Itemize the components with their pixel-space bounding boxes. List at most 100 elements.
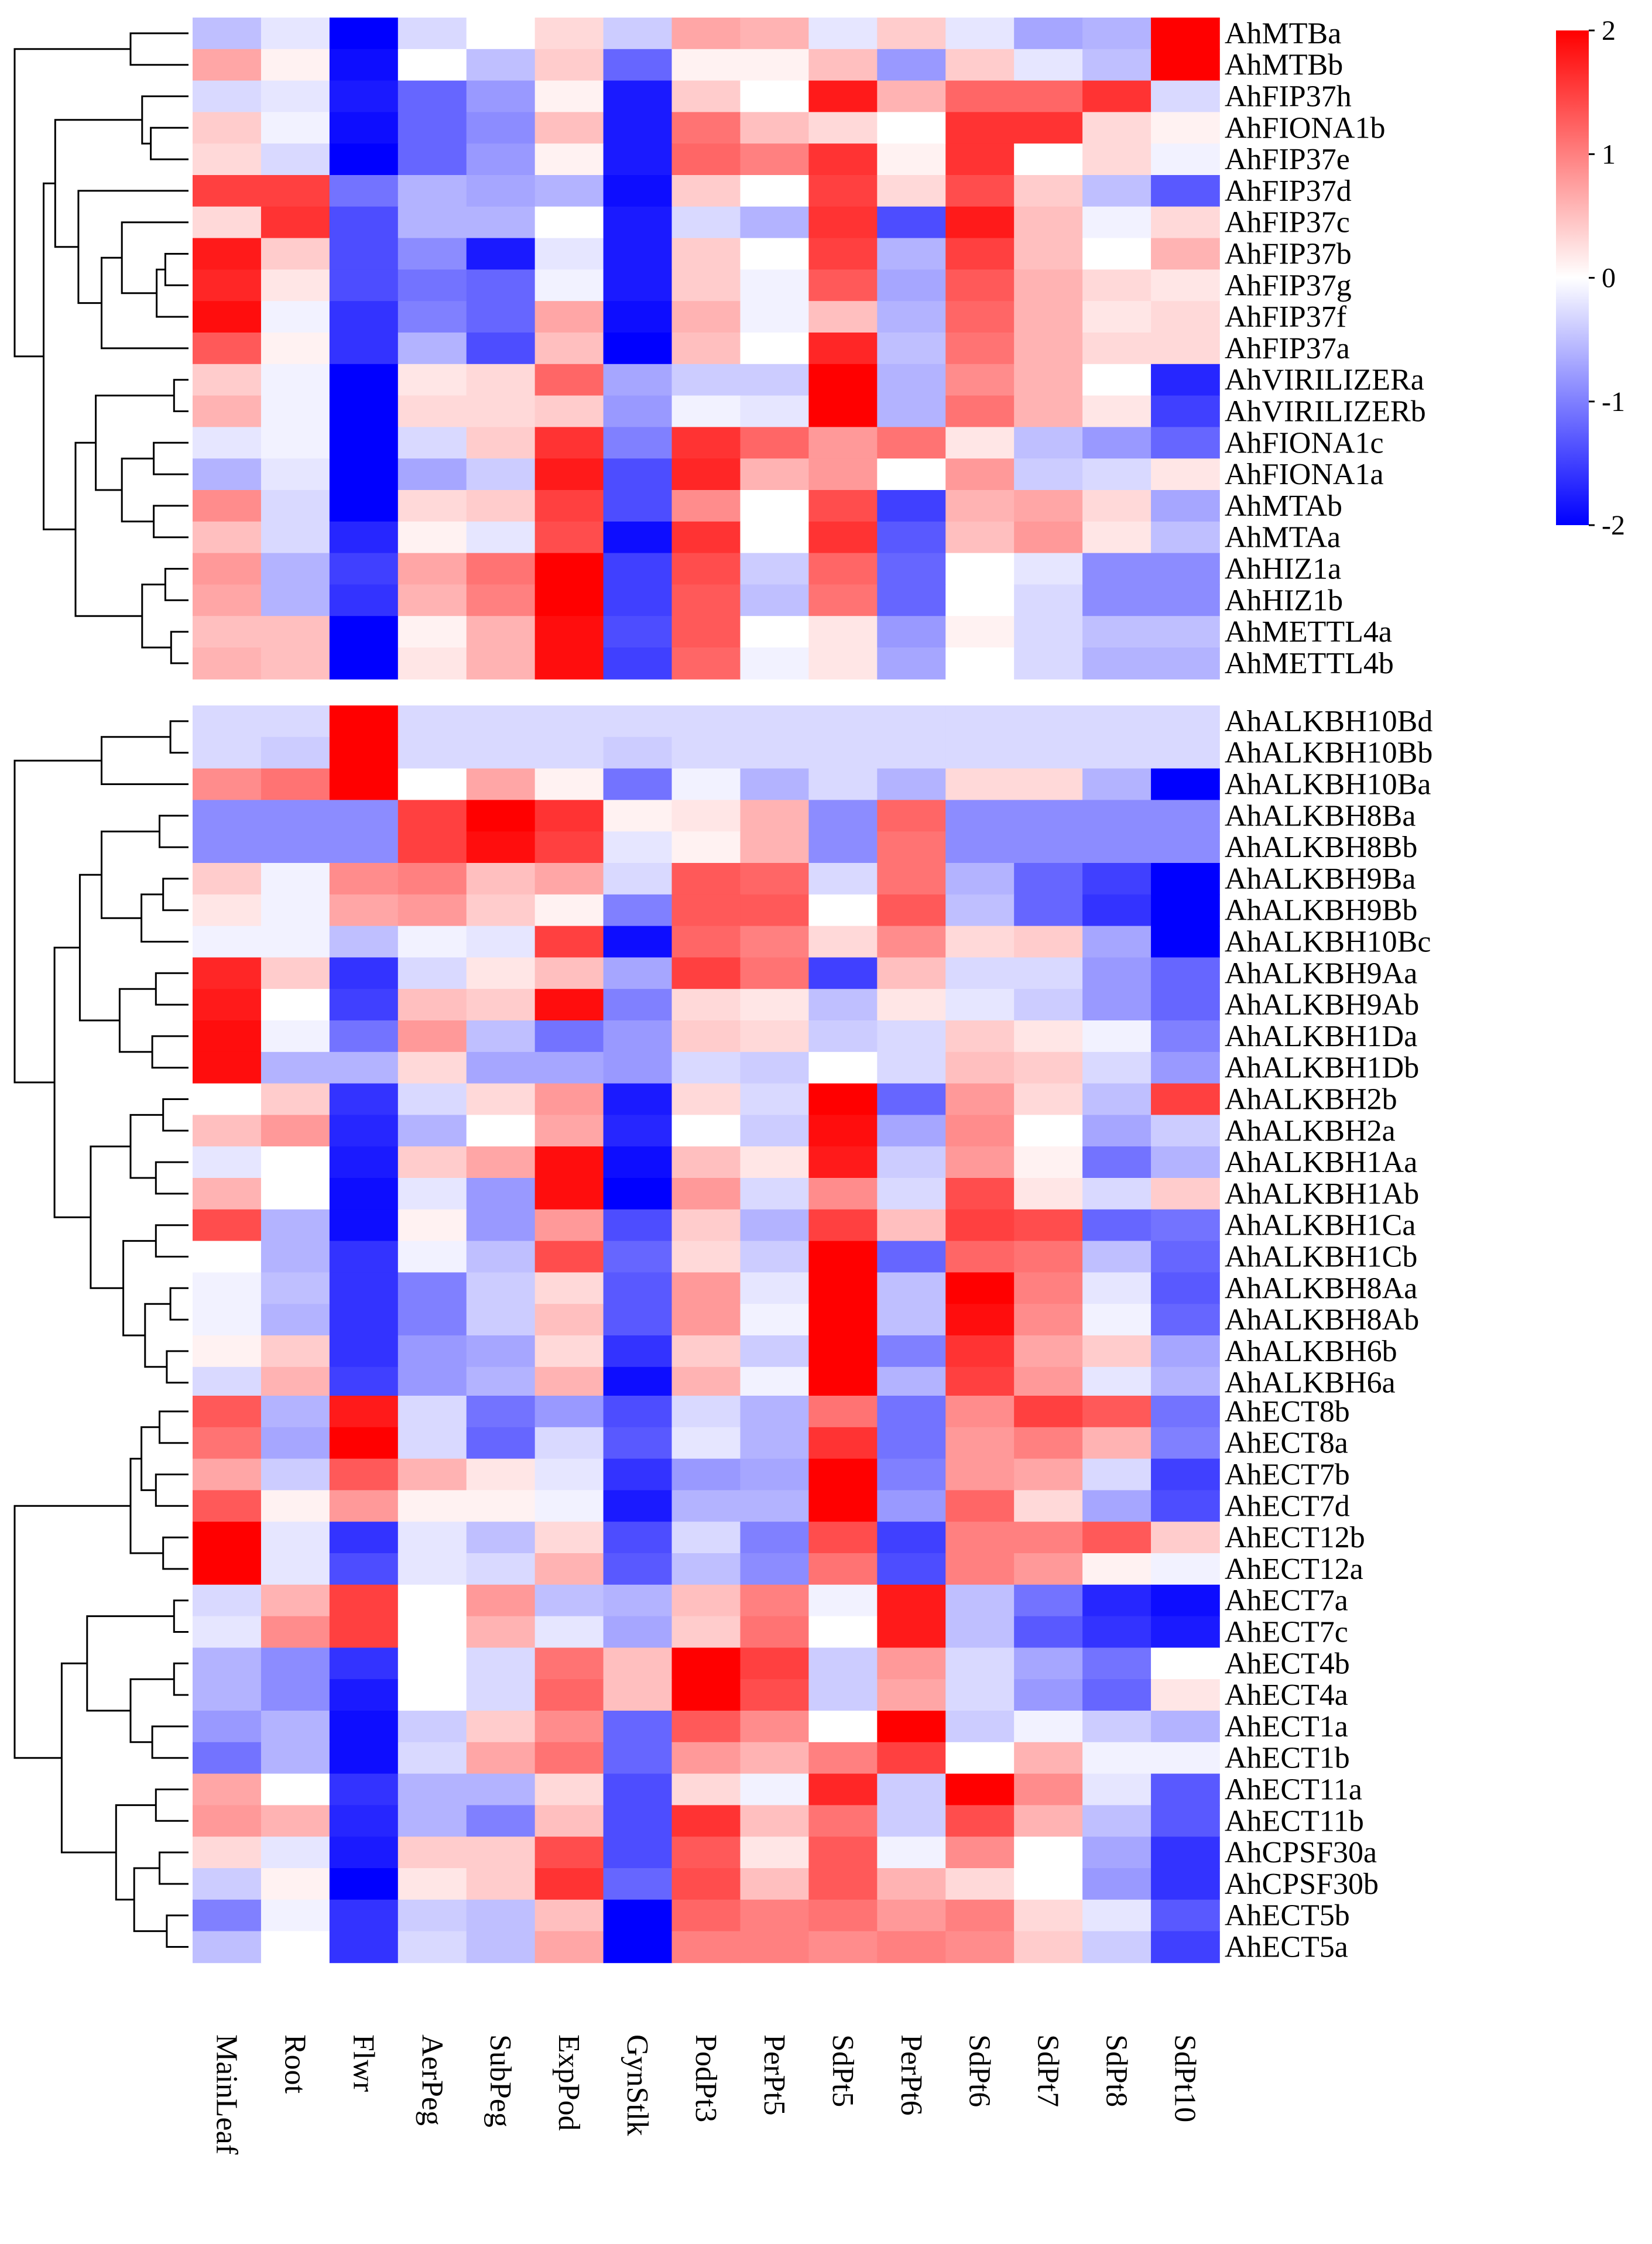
- heatmap-cell: [945, 1335, 1014, 1368]
- heatmap-cell: [603, 1711, 673, 1743]
- column-label: SdPt6: [963, 2034, 996, 2107]
- heatmap-cell: [808, 364, 878, 396]
- heatmap-cell: [1082, 1773, 1151, 1806]
- heatmap-cell: [1082, 80, 1151, 113]
- heatmap-cell: [1082, 584, 1151, 616]
- heatmap-cell: [1151, 238, 1220, 270]
- heatmap-cell: [534, 1396, 604, 1428]
- heatmap-cell: [740, 1679, 810, 1711]
- heatmap-cell: [329, 1020, 399, 1053]
- heatmap-cell: [261, 1396, 330, 1428]
- heatmap-cell: [466, 1584, 536, 1617]
- heatmap-cell: [671, 1083, 741, 1116]
- heatmap-cell: [1151, 1335, 1220, 1368]
- heatmap-cell: [1151, 49, 1220, 81]
- heatmap-cell: [534, 1304, 604, 1336]
- heatmap-cell: [603, 18, 673, 50]
- heatmap-cell: [877, 1209, 947, 1242]
- heatmap-cell: [1014, 364, 1083, 396]
- row-label: AhECT7d: [1225, 1489, 1350, 1523]
- heatmap-cell: [329, 1773, 399, 1806]
- heatmap-cell: [808, 1051, 878, 1084]
- heatmap-cell: [808, 490, 878, 522]
- heatmap-cell: [1151, 1773, 1220, 1806]
- heatmap-cell: [1151, 1837, 1220, 1869]
- heatmap-cell: [534, 333, 604, 365]
- heatmap-cell: [329, 269, 399, 302]
- heatmap-cell: [1082, 175, 1151, 207]
- heatmap-cell: [808, 427, 878, 459]
- heatmap-cell: [466, 1396, 536, 1428]
- heatmap-cell: [740, 49, 810, 81]
- heatmap-cell: [1082, 1146, 1151, 1178]
- heatmap-cell: [466, 1899, 536, 1932]
- row-label: AhALKBH6a: [1225, 1366, 1396, 1400]
- heatmap-cell: [466, 1115, 536, 1147]
- heatmap-cell: [534, 490, 604, 522]
- heatmap-cell: [808, 1711, 878, 1743]
- heatmap-cell: [466, 584, 536, 616]
- dendrogram-branch: [78, 873, 120, 1022]
- heatmap-cell: [534, 1146, 604, 1178]
- heatmap-cell: [877, 1335, 947, 1368]
- heatmap-cell: [740, 863, 810, 895]
- heatmap-cell: [603, 1742, 673, 1774]
- heatmap-cell: [808, 1553, 878, 1585]
- row-label: AhMTAa: [1225, 521, 1341, 554]
- heatmap-cell: [1082, 1366, 1151, 1399]
- heatmap-cell: [261, 80, 330, 113]
- heatmap-cell: [877, 175, 947, 207]
- heatmap-cell: [1151, 175, 1220, 207]
- heatmap-cell: [945, 1051, 1014, 1084]
- heatmap-cell: [1082, 616, 1151, 648]
- heatmap-cell: [671, 80, 741, 113]
- heatmap-cell: [261, 1458, 330, 1491]
- heatmap-cell: [193, 490, 262, 522]
- heatmap-cell: [329, 206, 399, 239]
- row-dendrograms: [13, 32, 188, 1948]
- heatmap-cell: [329, 1178, 399, 1210]
- heatmap-cell: [534, 80, 604, 113]
- heatmap-cell: [671, 18, 741, 50]
- heatmap-cell: [603, 1241, 673, 1273]
- heatmap-cell: [1082, 521, 1151, 554]
- heatmap-cell: [329, 1241, 399, 1273]
- heatmap-cell: [329, 894, 399, 927]
- heatmap-cell: [261, 1742, 330, 1774]
- heatmap-cell: [808, 1115, 878, 1147]
- heatmap-cell: [329, 1366, 399, 1399]
- heatmap-cell: [603, 616, 673, 648]
- heatmap-cell: [329, 1051, 399, 1084]
- heatmap-cell: [1014, 1304, 1083, 1336]
- heatmap-cell: [1151, 553, 1220, 585]
- heatmap-cell: [261, 1679, 330, 1711]
- heatmap-cell: [740, 1020, 810, 1053]
- heatmap-cell: [1151, 989, 1220, 1021]
- heatmap-cell: [466, 1553, 536, 1585]
- heatmap-cell: [1014, 894, 1083, 927]
- heatmap-cell: [1082, 1178, 1151, 1210]
- heatmap-cell: [534, 1805, 604, 1837]
- heatmap-cell: [466, 333, 536, 365]
- heatmap-cell: [740, 112, 810, 144]
- heatmap-cell: [261, 175, 330, 207]
- heatmap-cell: [193, 1522, 262, 1554]
- heatmap-cell: [877, 647, 947, 680]
- heatmap-cell: [808, 1490, 878, 1522]
- heatmap-cell: [193, 458, 262, 491]
- heatmap-cell: [261, 647, 330, 680]
- heatmap-cell: [740, 736, 810, 769]
- dendrogram-branch: [115, 1804, 156, 1901]
- heatmap-cell: [740, 1241, 810, 1273]
- heatmap-cell: [466, 800, 536, 832]
- heatmap-cell: [603, 143, 673, 176]
- dendrogram-branch: [159, 1410, 188, 1444]
- heatmap-cell: [808, 269, 878, 302]
- heatmap-cell: [261, 1616, 330, 1649]
- heatmap-cell: [329, 80, 399, 113]
- dendrogram-branch: [13, 48, 131, 358]
- heatmap-cell: [1151, 957, 1220, 989]
- row-label: AhALKBH9Bb: [1225, 894, 1417, 927]
- heatmap-cell: [808, 112, 878, 144]
- heatmap-cell: [671, 1458, 741, 1491]
